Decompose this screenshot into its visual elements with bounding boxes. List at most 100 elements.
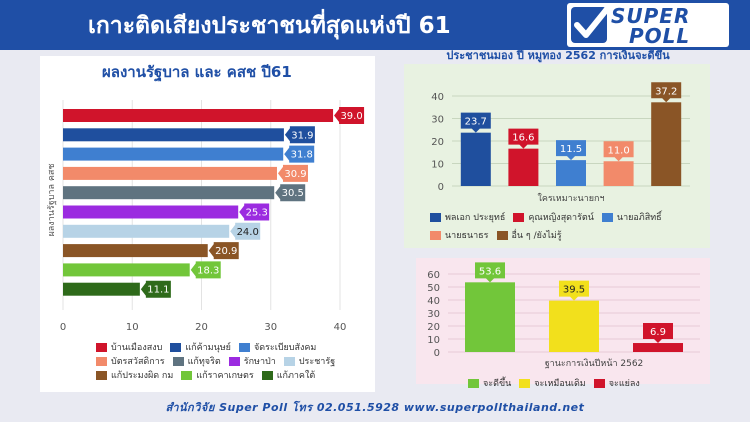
- left-y-axis-label: ผลงานรัฐบาล คสช: [47, 164, 57, 237]
- page-title: เกาะติดเสียงประชาชนที่สุดแห่งปี 61: [88, 13, 451, 39]
- left-bar-value-label: 25.3: [246, 208, 268, 219]
- legend-swatch: [468, 378, 479, 388]
- legend-label: แก้ประมงผิด กม: [111, 371, 174, 381]
- left-x-tick-label: 10: [126, 322, 139, 333]
- legend-swatch: [430, 212, 441, 222]
- rb-bar-value-callout: [475, 262, 505, 283]
- legend-item: จะแย่ลง: [593, 376, 640, 390]
- left-bar-value-callout: [208, 242, 239, 260]
- rt-y-tick-label: 40: [431, 92, 444, 103]
- rt-bar-value-label: 23.7: [465, 117, 487, 128]
- left-bar: [63, 147, 284, 161]
- legend-swatch: [601, 212, 613, 222]
- rt-bar: [508, 148, 539, 186]
- legend-item: คุณหญิงสุดารัตน์: [513, 210, 594, 224]
- rt-bar: [603, 161, 634, 186]
- legend-swatch: [172, 356, 184, 366]
- legend-label: จะเหมือนเดิม: [534, 379, 586, 389]
- left-bar-value-label: 30.9: [284, 169, 306, 180]
- legend-item: อื่น ๆ /ยังไม่รู้: [496, 228, 562, 242]
- left-bar: [63, 166, 277, 180]
- legend-label: แก้ภาคใต้: [276, 371, 316, 381]
- legend-item: จะดีขึ้น: [468, 376, 511, 390]
- left-bar: [63, 282, 140, 296]
- left-bar-value-callout: [284, 145, 315, 163]
- legend-label: จะดีขึ้น: [483, 379, 512, 389]
- legend-swatch: [96, 370, 107, 380]
- legend-label: บัตรสวัสดิการ: [111, 357, 165, 367]
- left-bar: [63, 205, 239, 219]
- left-bar: [63, 109, 334, 122]
- rb-y-tick-label: 0: [434, 348, 440, 359]
- legend-swatch: [96, 356, 107, 366]
- legend-item: แก้ราคาเกษตร: [181, 368, 254, 382]
- left-bar-value-callout: [334, 107, 365, 124]
- left-bar: [63, 186, 275, 200]
- left-chart-legend: บ้านเมืองสงบ แก้ค้ามนุษย์ จัดระเบียบสังคมบ…: [96, 340, 386, 382]
- legend-swatch: [228, 356, 240, 366]
- legend-label: รักษาป่า: [243, 357, 276, 367]
- left-bar-value-callout: [230, 222, 261, 240]
- legend-label: บ้านเมืองสงบ: [111, 343, 163, 353]
- rt-bar-value-label: 37.2: [655, 86, 677, 97]
- left-bar-value-label: 39.0: [340, 111, 362, 122]
- left-x-tick-label: 20: [195, 322, 208, 333]
- rb-bar: [633, 343, 683, 352]
- rt-bar: [460, 132, 491, 186]
- rb-bar: [465, 282, 515, 352]
- legend-swatch: [261, 370, 273, 380]
- legend-label: ประชารัฐ: [298, 357, 336, 367]
- legend-swatch: [430, 230, 441, 240]
- left-bar-value-label: 18.3: [197, 265, 219, 276]
- rt-bar: [651, 102, 682, 186]
- legend-label: คุณหญิงสุดารัตน์: [528, 213, 594, 223]
- legend-item: จัดระเบียบสังคม: [238, 340, 317, 354]
- rt-x-axis-label: ใครเหมาะนายกฯ: [537, 193, 604, 204]
- legend-item: บ้านเมืองสงบ: [96, 340, 162, 354]
- legend-label: นายอภิสิทธิ์: [616, 213, 662, 223]
- legend-swatch: [593, 378, 605, 388]
- legend-item: ประชารัฐ: [283, 354, 336, 368]
- rb-y-tick-label: 30: [427, 309, 440, 320]
- legend-item: แก้ภาคใต้: [261, 368, 316, 382]
- left-bar-value-label: 30.5: [282, 188, 304, 199]
- legend-swatch: [283, 356, 295, 366]
- rt-bar-value-callout: [556, 140, 586, 161]
- rt-bar-value-label: 11.0: [607, 145, 629, 156]
- right-top-chart-legend: พลเอก ประยุทธ์ คุณหญิงสุดารัตน์ นายอภิสิทธ…: [430, 210, 710, 246]
- legend-label: แก้ทุจริต: [187, 357, 221, 367]
- legend-label: พลเอก ประยุทธ์: [445, 213, 506, 223]
- legend-item: แก้ทุจริต: [172, 354, 221, 368]
- left-x-tick-label: 40: [334, 322, 347, 333]
- rb-bar-value-label: 53.6: [479, 266, 501, 277]
- legend-swatch: [519, 378, 531, 388]
- rb-bar-value-label: 6.9: [650, 327, 666, 338]
- left-bar-value-label: 11.1: [147, 285, 169, 296]
- left-bar-value-callout: [239, 203, 270, 221]
- legend-label: นายธนาธร: [445, 231, 489, 241]
- legend-label: อื่น ๆ /ยังไม่รู้: [511, 231, 562, 241]
- left-x-tick-label: 30: [264, 322, 277, 333]
- legend-label: แก้ค้ามนุษย์: [185, 343, 231, 353]
- legend-label: จัดระเบียบสังคม: [253, 343, 317, 353]
- rb-y-tick-label: 10: [427, 335, 440, 346]
- legend-swatch: [96, 342, 107, 352]
- rt-y-tick-label: 0: [438, 182, 444, 193]
- rt-bar: [556, 160, 586, 186]
- rt-y-tick-label: 30: [431, 115, 444, 126]
- left-bar-value-label: 31.8: [291, 150, 313, 161]
- legend-swatch: [181, 370, 193, 380]
- super-poll-logo: SUPER POLL: [567, 3, 729, 48]
- rt-bar-value-label: 16.6: [512, 133, 534, 144]
- legend-swatch: [170, 342, 182, 352]
- left-bar-value-callout: [284, 126, 315, 144]
- legend-label: แก้ราคาเกษตร: [196, 371, 254, 381]
- rt-bar-value-label: 11.5: [560, 144, 582, 155]
- left-x-tick-label: 0: [60, 322, 66, 333]
- footer-contact: สำนักวิจัย Super Poll โทร 02.051.5928 ww…: [165, 401, 585, 414]
- left-bar-value-label: 24.0: [237, 227, 259, 238]
- legend-item: นายธนาธร: [430, 228, 489, 242]
- left-bar-value-callout: [275, 184, 306, 202]
- rt-bar-value-callout: [603, 141, 634, 162]
